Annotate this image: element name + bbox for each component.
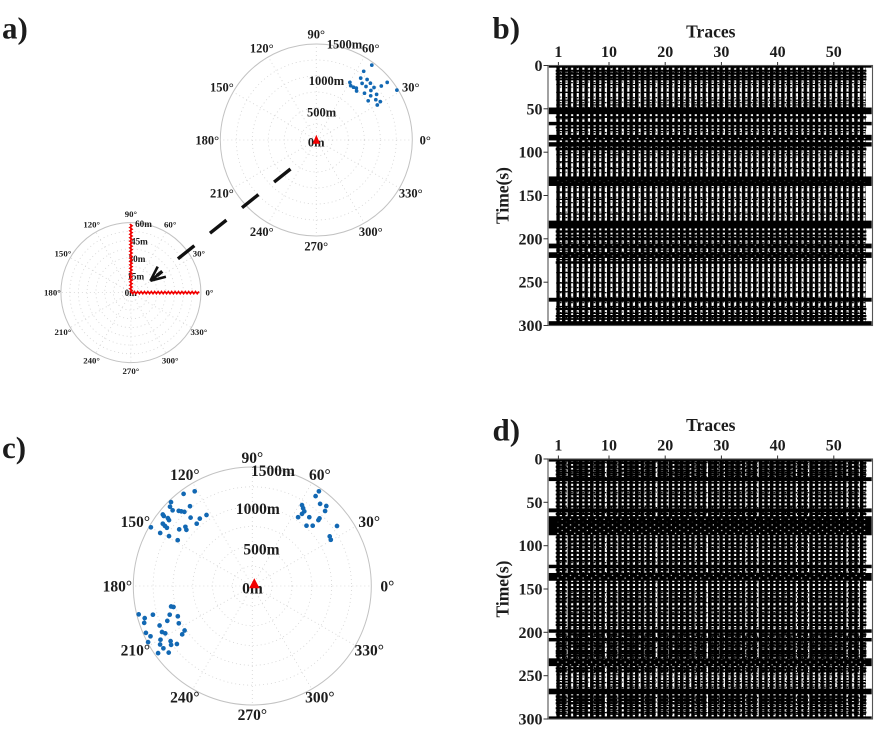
svg-text:90°: 90° [125,209,138,219]
svg-text:500m: 500m [243,541,279,558]
svg-text:240°: 240° [83,356,100,366]
svg-text:1000m: 1000m [309,74,345,88]
svg-text:150°: 150° [210,80,234,94]
svg-text:50: 50 [826,438,842,455]
svg-text:270°: 270° [123,366,140,376]
svg-text:1000m: 1000m [236,501,280,518]
svg-text:500m: 500m [307,105,337,119]
svg-text:1500m: 1500m [251,463,295,480]
svg-text:330°: 330° [354,643,383,660]
svg-text:200: 200 [519,625,543,642]
svg-text:300: 300 [519,318,543,335]
svg-text:300°: 300° [162,356,179,366]
svg-text:40: 40 [770,438,786,455]
svg-text:270°: 270° [304,239,328,253]
svg-text:50: 50 [826,44,842,61]
svg-text:d): d) [493,413,521,448]
svg-text:1: 1 [554,44,562,61]
svg-text:240°: 240° [250,225,274,239]
svg-text:180°: 180° [44,288,61,298]
svg-text:300°: 300° [305,690,334,707]
svg-text:10: 10 [601,438,617,455]
svg-text:20: 20 [657,438,673,455]
svg-text:120°: 120° [170,467,199,484]
svg-text:240°: 240° [170,690,199,707]
svg-text:c): c) [2,430,26,465]
svg-text:Traces: Traces [686,415,735,435]
svg-text:210°: 210° [55,327,72,337]
svg-text:15m: 15m [127,272,144,282]
svg-text:90°: 90° [308,27,326,41]
svg-text:1: 1 [554,438,562,455]
svg-text:0°: 0° [380,578,394,595]
svg-text:120°: 120° [250,42,274,56]
svg-text:150: 150 [519,582,543,599]
svg-text:180°: 180° [103,578,132,595]
svg-text:0m: 0m [242,580,263,597]
svg-text:10: 10 [601,44,617,61]
svg-text:150°: 150° [55,248,72,258]
svg-text:a): a) [2,11,28,46]
svg-text:60°: 60° [164,220,177,230]
svg-text:1500m: 1500m [327,38,363,52]
svg-text:Time(s): Time(s) [493,167,513,224]
svg-text:60°: 60° [309,467,331,484]
svg-text:300: 300 [519,712,543,729]
svg-text:200: 200 [519,231,543,248]
svg-text:250: 250 [519,275,543,292]
svg-text:250: 250 [519,668,543,685]
svg-text:30°: 30° [193,248,206,258]
svg-text:20: 20 [657,44,673,61]
svg-text:0°: 0° [420,133,431,147]
svg-text:210°: 210° [121,643,150,660]
svg-text:30°: 30° [358,514,380,531]
svg-text:50: 50 [527,495,543,512]
svg-text:180°: 180° [195,133,219,147]
svg-text:45m: 45m [131,237,148,247]
svg-text:Traces: Traces [686,21,735,41]
svg-text:270°: 270° [238,707,267,724]
svg-text:60°: 60° [362,42,380,56]
svg-text:100: 100 [519,538,543,555]
svg-text:30m: 30m [129,254,146,264]
svg-text:330°: 330° [191,327,208,337]
svg-text:30°: 30° [402,80,420,94]
svg-text:30: 30 [713,438,729,455]
svg-text:330°: 330° [399,186,423,200]
svg-text:150°: 150° [121,514,150,531]
svg-text:0°: 0° [205,288,213,298]
svg-text:b): b) [493,11,521,46]
svg-text:Time(s): Time(s) [493,560,513,617]
svg-text:0: 0 [535,452,543,469]
svg-text:300°: 300° [359,225,383,239]
svg-text:150: 150 [519,188,543,205]
svg-text:30: 30 [713,44,729,61]
svg-text:120°: 120° [83,220,100,230]
svg-text:100: 100 [519,145,543,162]
svg-text:90°: 90° [241,450,263,467]
svg-text:210°: 210° [210,186,234,200]
svg-text:60m: 60m [135,219,152,229]
svg-text:50: 50 [527,101,543,118]
svg-text:0m: 0m [125,288,138,298]
svg-text:0: 0 [535,58,543,75]
svg-text:40: 40 [770,44,786,61]
